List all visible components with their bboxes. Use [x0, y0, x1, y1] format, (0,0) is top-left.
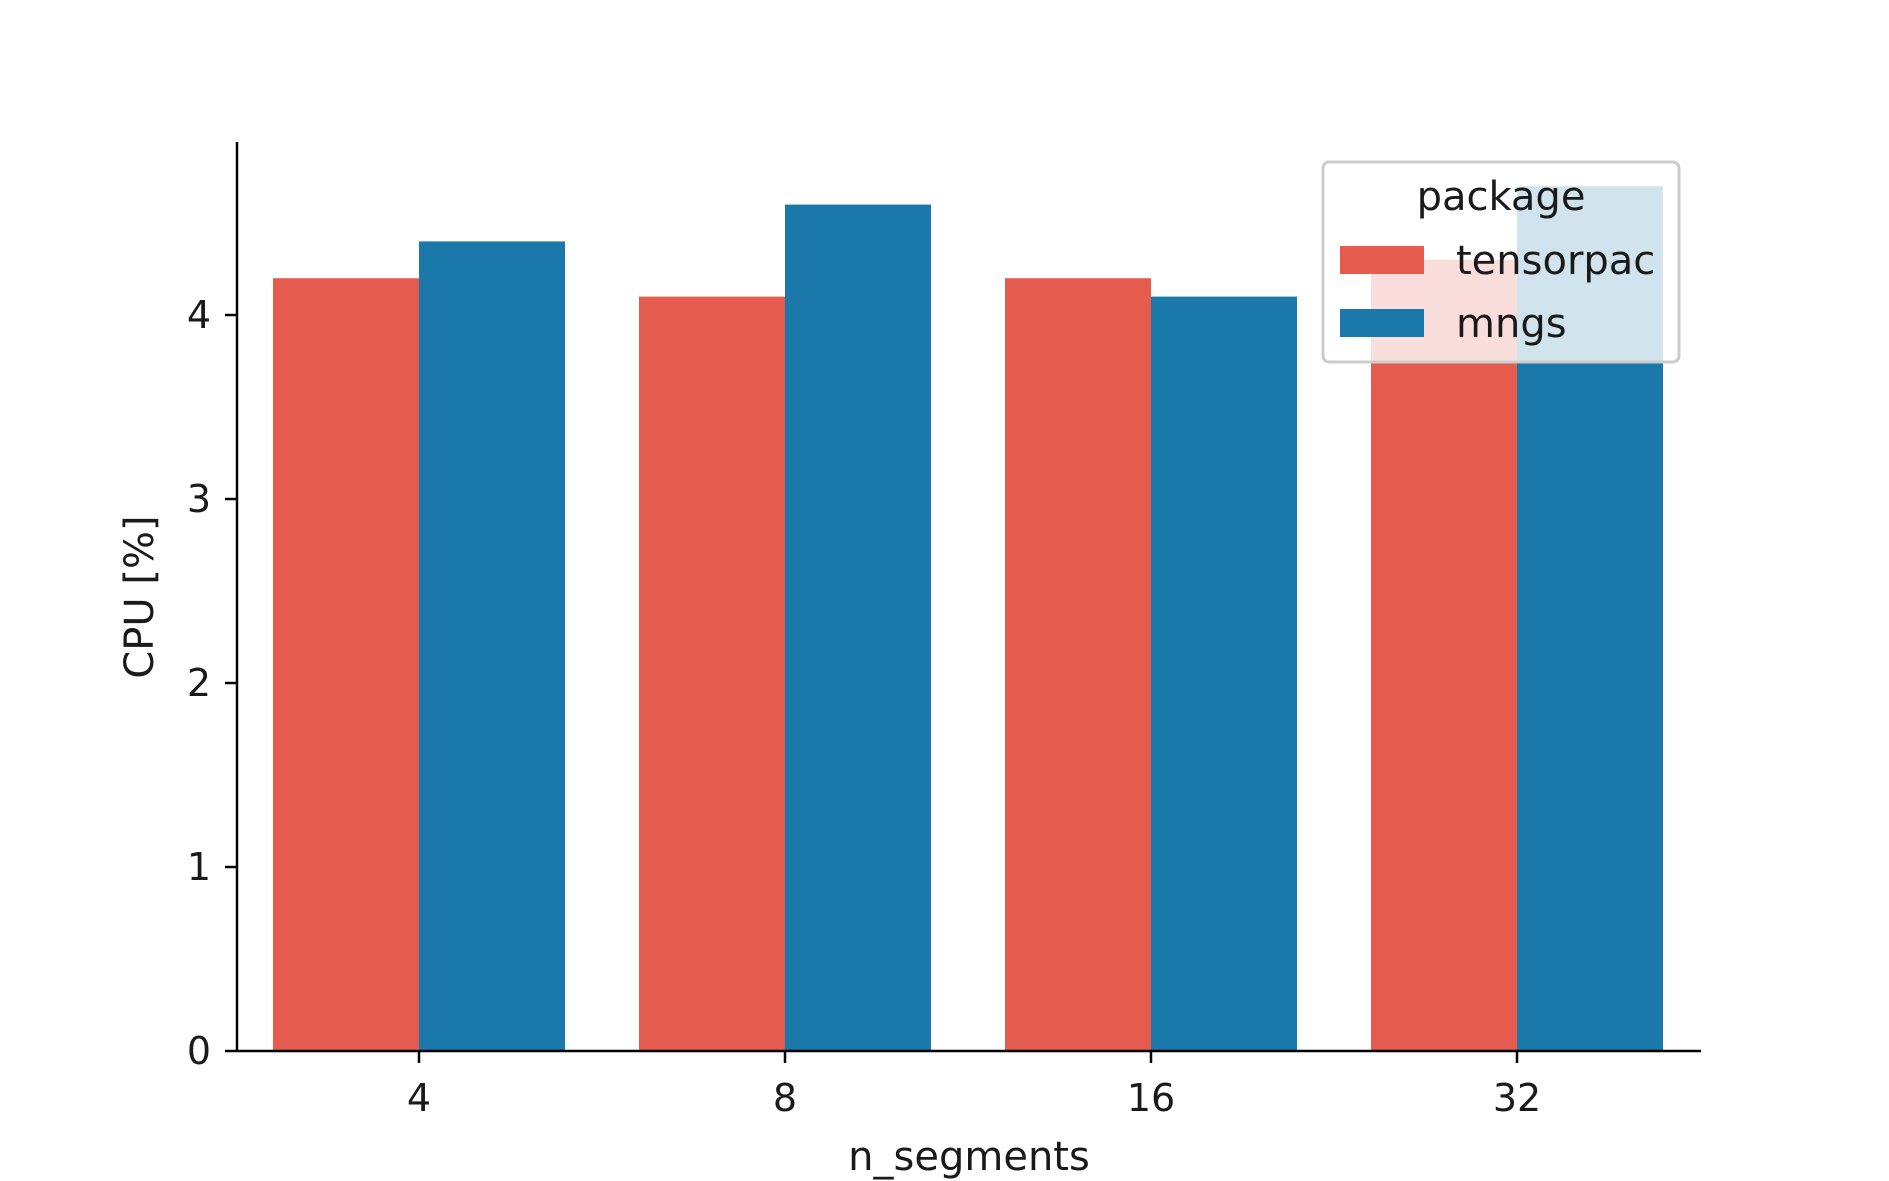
legend-swatch-mngs — [1340, 309, 1424, 337]
bars-layer — [273, 186, 1663, 1052]
legend-swatch-tensorpac — [1340, 246, 1424, 274]
bar-tensorpac-16 — [1005, 278, 1151, 1051]
x-tick-label-4: 4 — [407, 1076, 431, 1120]
legend-label-mngs: mngs — [1456, 301, 1567, 347]
legend-label-tensorpac: tensorpac — [1456, 238, 1655, 284]
y-ticks: 0 1 2 3 4 — [187, 293, 237, 1073]
bar-tensorpac-4 — [273, 278, 419, 1051]
y-tick-label-2: 2 — [187, 661, 211, 705]
bar-mngs-4 — [419, 241, 565, 1051]
y-tick-label-4: 4 — [187, 293, 211, 337]
x-axis-label: n_segments — [848, 1134, 1090, 1180]
bar-tensorpac-8 — [639, 296, 785, 1052]
bar-tensorpac-32 — [1371, 259, 1517, 1051]
bar-mngs-16 — [1151, 296, 1297, 1052]
y-tick-label-3: 3 — [187, 477, 211, 521]
x-tick-label-8: 8 — [773, 1076, 797, 1120]
x-ticks: 4 8 16 32 — [407, 1051, 1541, 1120]
bar-mngs-8 — [785, 204, 931, 1052]
y-tick-label-0: 0 — [187, 1029, 211, 1073]
axes-layer — [235, 142, 1701, 1053]
y-axis-label: CPU [%] — [117, 515, 163, 678]
x-tick-label-32: 32 — [1493, 1076, 1541, 1120]
y-tick-label-1: 1 — [187, 845, 211, 889]
legend: package tensorpac mngs — [1321, 160, 1681, 364]
legend-title: package — [1417, 174, 1586, 220]
x-tick-label-16: 16 — [1127, 1076, 1175, 1120]
